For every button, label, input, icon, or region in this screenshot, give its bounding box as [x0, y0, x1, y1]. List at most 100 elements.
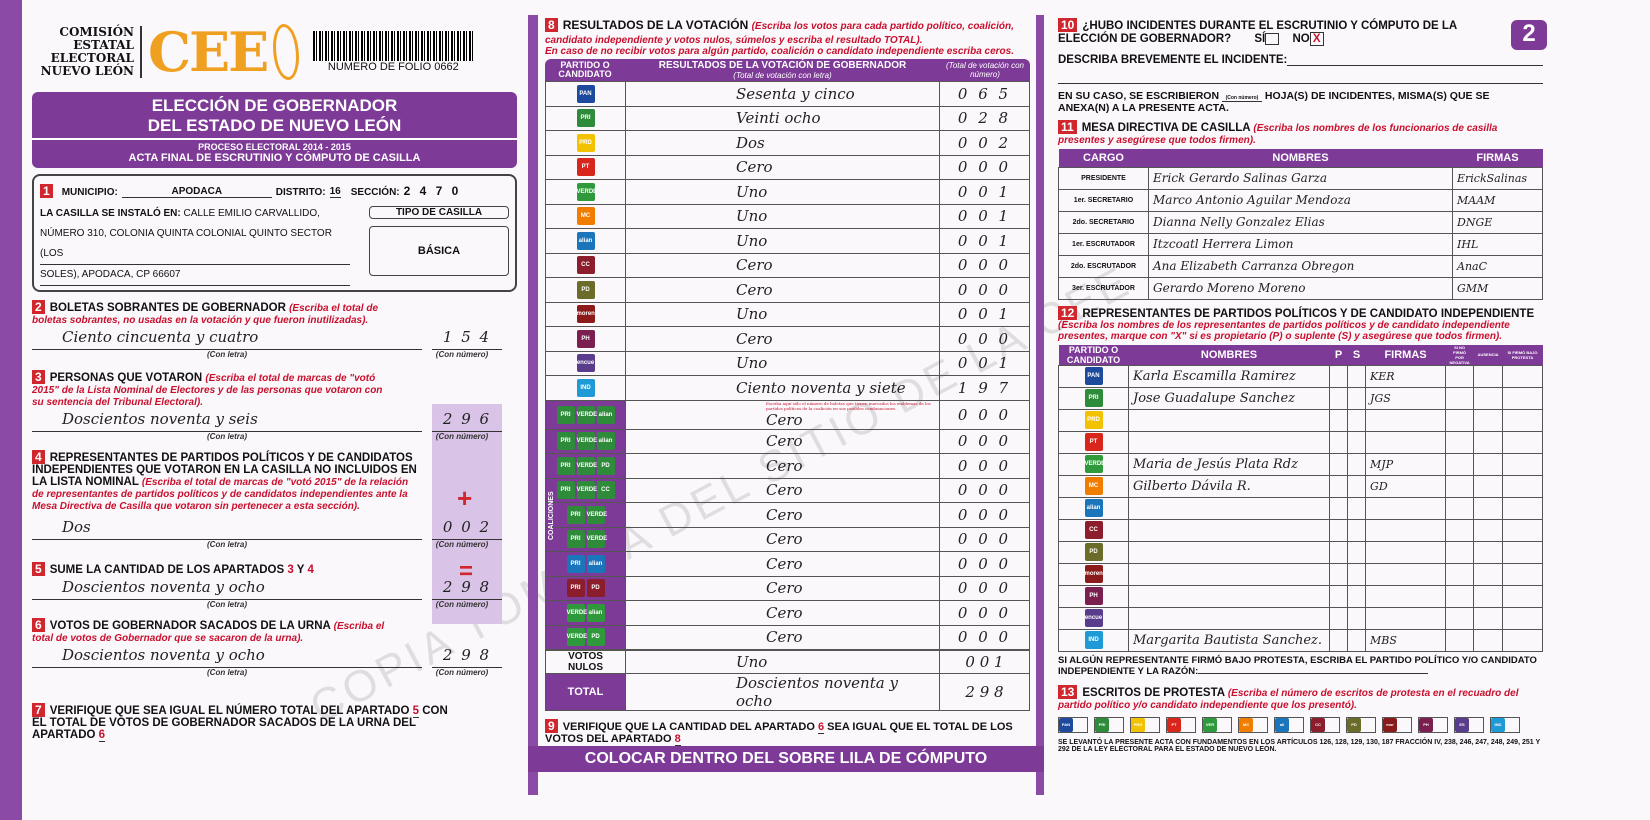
- nombre[interactable]: Ana Elizabeth Carranza Obregon: [1148, 254, 1453, 278]
- protesta-check[interactable]: [1502, 584, 1543, 608]
- protesta-box-alianza[interactable]: ali: [1274, 716, 1304, 733]
- negativa-check[interactable]: [1445, 540, 1475, 564]
- propietario-check[interactable]: [1329, 430, 1349, 454]
- negativa-check[interactable]: [1445, 364, 1475, 388]
- protesta-check[interactable]: [1502, 474, 1543, 498]
- votos-numero[interactable]: 0 0 0: [939, 399, 1030, 430]
- hojas-count[interactable]: (Con número): [1221, 95, 1262, 102]
- rep-firma[interactable]: JGS: [1365, 386, 1447, 410]
- ausencia-check[interactable]: [1473, 474, 1503, 498]
- answer-numero[interactable]: 2 9 6: [432, 410, 502, 432]
- answer-letra[interactable]: Doscientos noventa y ocho: [32, 646, 422, 668]
- propietario-check[interactable]: [1329, 606, 1349, 630]
- protesta-count[interactable]: [1361, 718, 1375, 732]
- votos-letra[interactable]: Cero: [625, 600, 940, 626]
- negativa-check[interactable]: [1445, 408, 1475, 432]
- firma-signature[interactable]: MAAM: [1452, 188, 1543, 212]
- votos-letra[interactable]: Dos: [625, 130, 940, 156]
- protesta-count[interactable]: [1253, 718, 1267, 732]
- answer-letra[interactable]: Dos: [32, 518, 422, 540]
- votos-numero[interactable]: 0 0 0: [939, 551, 1030, 577]
- ausencia-check[interactable]: [1473, 606, 1503, 630]
- suplente-check[interactable]: [1347, 496, 1367, 520]
- votos-letra[interactable]: Cero: [625, 526, 940, 552]
- votos-numero[interactable]: 0 0 1: [939, 350, 1030, 376]
- protesta-check[interactable]: [1502, 606, 1543, 630]
- votos-numero[interactable]: 0 0 0: [939, 154, 1030, 180]
- protesta-check[interactable]: [1502, 628, 1543, 652]
- suplente-check[interactable]: [1347, 628, 1367, 652]
- protesta-box-pd[interactable]: PD: [1346, 716, 1376, 733]
- votos-numero[interactable]: 0 0 2: [939, 130, 1030, 156]
- ausencia-check[interactable]: [1473, 540, 1503, 564]
- votos-letra[interactable]: Uno: [625, 228, 940, 254]
- protesta-box-mc[interactable]: MC: [1238, 716, 1268, 733]
- votos-numero[interactable]: 0 0 0: [939, 326, 1030, 352]
- suplente-check[interactable]: [1347, 562, 1367, 586]
- rep-firma[interactable]: MJP: [1365, 452, 1447, 476]
- votos-letra[interactable]: Cero: [625, 453, 940, 479]
- votos-letra[interactable]: Cero: [625, 477, 940, 503]
- protesta-count[interactable]: [1397, 718, 1411, 732]
- si-checkbox[interactable]: [1265, 33, 1280, 45]
- protesta-box-ph[interactable]: PH: [1418, 716, 1448, 733]
- ausencia-check[interactable]: [1473, 386, 1503, 410]
- nombre[interactable]: Gerardo Moreno Moreno: [1148, 276, 1453, 300]
- votos-letra[interactable]: Uno: [625, 179, 940, 205]
- protesta-box-pri[interactable]: PRI: [1094, 716, 1124, 733]
- negativa-check[interactable]: [1445, 584, 1475, 608]
- protesta-check[interactable]: [1502, 496, 1543, 520]
- votos-numero[interactable]: 0 2 8: [939, 105, 1030, 131]
- protesta-check[interactable]: [1502, 430, 1543, 454]
- votos-numero[interactable]: 0 0 1: [939, 203, 1030, 229]
- firma-signature[interactable]: DNGE: [1452, 210, 1543, 234]
- suplente-check[interactable]: [1347, 540, 1367, 564]
- votos-numero[interactable]: 0 0 0: [939, 502, 1030, 528]
- votos-numero[interactable]: 0 0 0: [939, 575, 1030, 601]
- votos-numero[interactable]: 0 0 0: [939, 600, 1030, 626]
- propietario-check[interactable]: [1329, 518, 1349, 542]
- rep-firma[interactable]: [1365, 408, 1447, 432]
- negativa-check[interactable]: [1445, 628, 1475, 652]
- rep-firma[interactable]: [1365, 518, 1447, 542]
- rep-nombre[interactable]: [1127, 430, 1331, 454]
- rep-firma[interactable]: KER: [1365, 364, 1447, 388]
- votos-letra[interactable]: Cero: [625, 428, 940, 454]
- rep-nombre[interactable]: [1127, 518, 1331, 542]
- rep-nombre[interactable]: [1127, 562, 1331, 586]
- ausencia-check[interactable]: [1473, 628, 1503, 652]
- votos-numero[interactable]: 0 0 1: [939, 228, 1030, 254]
- rep-firma[interactable]: [1365, 496, 1447, 520]
- votos-letra[interactable]: Uno: [625, 203, 940, 229]
- rep-firma[interactable]: [1365, 584, 1447, 608]
- rep-nombre[interactable]: Margarita Bautista Sanchez.: [1127, 628, 1331, 652]
- protesta-count[interactable]: [1325, 718, 1339, 732]
- suplente-check[interactable]: [1347, 452, 1367, 476]
- nombre[interactable]: Itzcoatl Herrera Limon: [1148, 232, 1453, 256]
- votos-letra[interactable]: Cero: [625, 502, 940, 528]
- suplente-check[interactable]: [1347, 474, 1367, 498]
- protesta-check[interactable]: [1502, 518, 1543, 542]
- votos-letra[interactable]: Cero: [625, 277, 940, 303]
- no-checkbox[interactable]: X: [1309, 32, 1324, 46]
- protesta-check[interactable]: [1502, 540, 1543, 564]
- suplente-check[interactable]: [1347, 408, 1367, 432]
- votos-letra[interactable]: Cero: [625, 624, 940, 650]
- votos-numero[interactable]: 0 0 0: [939, 428, 1030, 454]
- ausencia-check[interactable]: [1473, 562, 1503, 586]
- votos-numero[interactable]: 0 0 0: [939, 526, 1030, 552]
- protesta-box-prd[interactable]: PRD: [1130, 716, 1160, 733]
- negativa-check[interactable]: [1445, 430, 1475, 454]
- ausencia-check[interactable]: [1473, 518, 1503, 542]
- answer-letra[interactable]: Doscientos noventa y seis: [32, 410, 422, 432]
- rep-firma[interactable]: [1365, 562, 1447, 586]
- votos-letra[interactable]: Veinti ocho: [625, 105, 940, 131]
- ausencia-check[interactable]: [1473, 364, 1503, 388]
- protesta-count[interactable]: [1109, 718, 1123, 732]
- firma-signature[interactable]: AnaC: [1452, 254, 1543, 278]
- rep-nombre[interactable]: Gilberto Dávila R.: [1127, 474, 1331, 498]
- votos-numero[interactable]: 0 0 0: [939, 277, 1030, 303]
- negativa-check[interactable]: [1445, 518, 1475, 542]
- protesta-check[interactable]: [1502, 452, 1543, 476]
- votos-numero[interactable]: 0 0 0: [939, 477, 1030, 503]
